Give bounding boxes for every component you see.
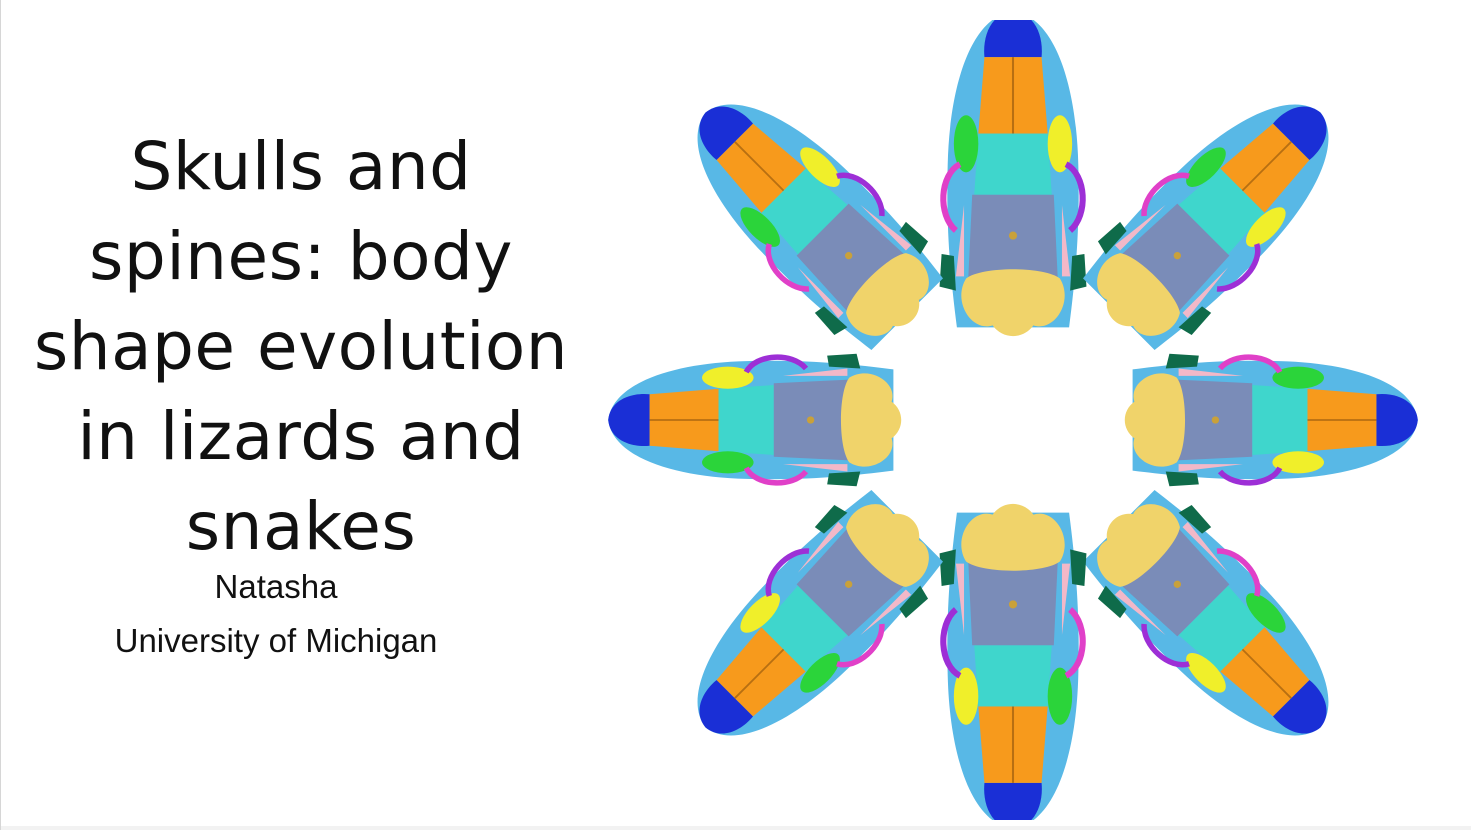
slide-bottom-edge [1, 826, 1471, 830]
author-affiliation: University of Michigan [114, 622, 438, 659]
slide-title: Skulls and spines: body shape evolution … [33, 128, 569, 565]
skull-illustration [561, 20, 1466, 820]
author-name: Natasha [214, 568, 338, 605]
